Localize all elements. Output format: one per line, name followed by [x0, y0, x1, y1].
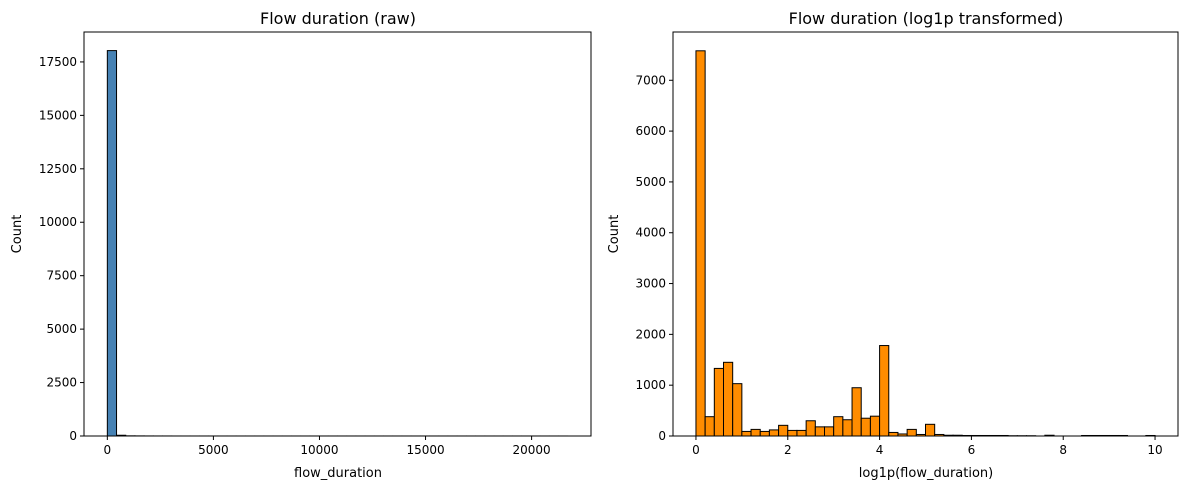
raw-y-tick-label: 17500: [39, 55, 77, 69]
log-histogram-bar: [833, 416, 844, 437]
log-bars: [695, 50, 1156, 437]
log-plot-frame: [672, 31, 1179, 437]
raw-histogram-panel: Flow duration (raw) 0 5000 10000 15000 20000…: [10, 9, 592, 481]
log-histogram-bar: [732, 383, 743, 437]
raw-x-tick-label: 0: [104, 443, 112, 457]
log-y-tick-label: 2000: [635, 327, 666, 341]
raw-y-tick-label: 15000: [39, 108, 77, 122]
log-y-tick-label: 4000: [635, 226, 666, 240]
log-x-tick-label: 4: [876, 443, 884, 457]
log-histogram-panel: Flow duration (log1p transformed) 0 2 4 6 8 1…: [607, 9, 1179, 481]
raw-plot-frame: [83, 31, 592, 437]
raw-y-tick-label: 10000: [39, 215, 77, 229]
log-histogram-bar: [879, 345, 890, 437]
log-histogram-bar: [814, 426, 825, 437]
log-histogram-bar: [741, 430, 752, 437]
log-histogram-bar: [925, 423, 936, 437]
raw-y-tick-label: 2500: [46, 376, 77, 390]
log-histogram-bar: [704, 416, 715, 437]
log-histogram-bar: [888, 431, 899, 437]
raw-bars: [106, 50, 569, 437]
log-y-tick-label: 5000: [635, 175, 666, 189]
log-x-tick-label: 8: [1059, 443, 1067, 457]
raw-histogram-bar: [106, 50, 118, 437]
log-histogram-bar: [796, 429, 807, 437]
log-x-tick-label: 10: [1147, 443, 1162, 457]
log-histogram-bar: [759, 430, 770, 437]
log-x-axis-label: log1p(flow_duration): [859, 466, 993, 481]
raw-y-tick-label: 0: [69, 429, 77, 443]
raw-x-tick-label: 20000: [513, 443, 551, 457]
log-histogram-bar: [824, 426, 835, 437]
log-x-tick-label: 0: [692, 443, 700, 457]
raw-x-axis-label: flow_duration: [294, 466, 382, 481]
log-histogram-bar: [869, 415, 881, 437]
raw-y-tick-label: 5000: [46, 322, 77, 336]
log-histogram-bar: [768, 429, 780, 437]
log-y-tick-label: 1000: [635, 378, 666, 392]
log-histogram-bar: [842, 419, 853, 437]
log-x-tick-label: 2: [784, 443, 792, 457]
log-histogram-bar: [851, 387, 862, 437]
log-y-tick-label: 7000: [635, 73, 666, 87]
raw-x-tick-label: 15000: [406, 443, 444, 457]
raw-x-tick-label: 10000: [300, 443, 338, 457]
raw-y-tick-label: 7500: [46, 269, 77, 283]
log-histogram-bar: [778, 424, 789, 437]
log-y-tick-label: 6000: [635, 124, 666, 138]
log-histogram-bar: [695, 50, 706, 437]
log-histogram-bar: [787, 429, 798, 437]
log-x-tick-label: 6: [968, 443, 976, 457]
log-y-axis-label: Count: [607, 215, 622, 254]
log-histogram-bar: [805, 420, 816, 437]
log-chart-title: Flow duration (log1p transformed): [789, 9, 1064, 28]
log-histogram-bar: [860, 417, 871, 437]
log-ticks: 0 2 4 6 8 10 0 1000 2000 3000 4000 5000 6000 7000: [635, 73, 1162, 457]
raw-y-axis-label: Count: [10, 215, 25, 254]
log-histogram-bar: [906, 428, 917, 437]
log-y-tick-label: 3000: [635, 277, 666, 291]
log-histogram-bar: [713, 367, 724, 437]
log-histogram-bar: [750, 428, 761, 437]
log-y-tick-label: 0: [658, 429, 666, 443]
raw-chart-title: Flow duration (raw): [260, 9, 416, 28]
log-histogram-bar: [723, 361, 734, 437]
raw-y-tick-label: 12500: [39, 162, 77, 176]
raw-x-tick-label: 5000: [198, 443, 229, 457]
raw-ticks: 0 5000 10000 15000 20000 0 2500 5000 7500 10000 12…: [39, 55, 551, 457]
